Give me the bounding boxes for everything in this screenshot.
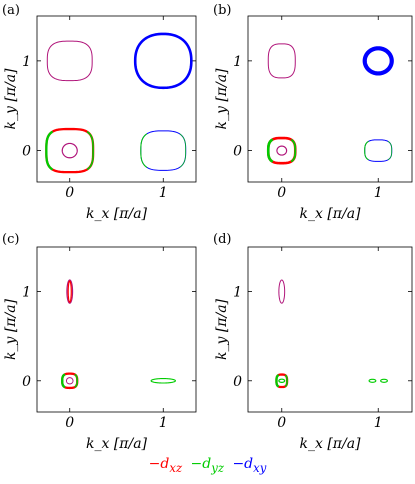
fermi-contour — [45, 127, 95, 174]
x-axis-label: k_x [π/a] — [86, 206, 148, 222]
fermi-contour — [267, 43, 296, 79]
y-axis-label: k_y [π/a] — [214, 298, 230, 360]
x-tick-label: 1 — [159, 415, 168, 431]
fermi-contour-segment — [61, 373, 66, 388]
y-axis-label: k_y [π/a] — [214, 68, 230, 130]
fermi-contour — [362, 46, 394, 76]
fermi-contour-segment — [86, 131, 94, 170]
fermi-contour-segment — [140, 133, 148, 168]
fermi-contour-segment — [266, 138, 274, 163]
fermi-contour — [368, 378, 377, 383]
plot-frame — [36, 246, 197, 413]
x-tick-label: 0 — [277, 185, 286, 201]
fermi-contour — [266, 136, 297, 165]
x-tick-label: 1 — [374, 185, 383, 201]
x-axis-label: k_x [π/a] — [86, 436, 148, 452]
x-axis-label: k_x [π/a] — [299, 206, 361, 222]
fermi-contour — [61, 142, 78, 159]
panel-d: (d) 0 0 1 1 k_x [π/a] k_y [π/a] — [213, 232, 413, 452]
fermi-contour-segment — [74, 373, 79, 388]
fermi-contour — [140, 130, 187, 171]
fermi-contour — [278, 378, 286, 383]
plot-frame — [247, 15, 413, 183]
y-tick-label: 0 — [233, 374, 242, 390]
panel-b: (b) 0 0 1 1 k_x [π/a] k_y [π/a] — [213, 3, 413, 222]
fermi-contour — [65, 377, 74, 385]
fermi-contour — [66, 279, 74, 304]
legend-item-dxz: −dxz — [148, 456, 183, 475]
panel-a: (a) 0 0 1 1 k_x [π/a] k_y [π/a] — [2, 3, 197, 222]
x-axis-label: k_x [π/a] — [299, 436, 361, 452]
panel-label: (a) — [2, 3, 20, 18]
panel-c: (c) 0 0 1 1 k_x [π/a] k_y [π/a] — [2, 232, 197, 452]
panel-label: (c) — [2, 232, 19, 247]
y-axis-label: k_y [π/a] — [3, 298, 19, 360]
x-tick-label: 1 — [374, 415, 383, 431]
y-tick-label: 1 — [22, 54, 31, 70]
x-tick-label: 0 — [65, 415, 74, 431]
x-tick-label: 1 — [159, 185, 168, 201]
legend: −dxz −dyz −dxy — [0, 456, 415, 475]
panel-label: (d) — [213, 232, 231, 247]
y-tick-label: 0 — [233, 144, 242, 160]
y-axis-label: k_y [π/a] — [3, 68, 19, 130]
fermi-contour — [364, 139, 393, 162]
fermi-contour — [133, 32, 193, 90]
fermi-contour — [380, 378, 388, 383]
plot-frame — [247, 246, 413, 413]
fermi-contour-inner — [67, 280, 72, 303]
fermi-contour-segment — [275, 374, 279, 388]
legend-item-dyz: −dyz — [190, 456, 224, 475]
fermi-contour-segment — [364, 141, 369, 161]
fermi-contour — [278, 279, 286, 304]
fermi-contour-segment — [290, 139, 297, 163]
fermi-contour — [150, 378, 176, 384]
fermi-contour — [46, 40, 93, 82]
x-tick-label: 0 — [277, 415, 286, 431]
fermi-contour-segment — [387, 141, 393, 160]
panel-label: (b) — [213, 3, 231, 18]
fermi-contour-segment — [179, 133, 187, 168]
fermi-contour-segment — [284, 374, 288, 387]
x-tick-label: 0 — [65, 185, 74, 201]
y-tick-label: 1 — [22, 285, 31, 301]
y-tick-label: 1 — [233, 54, 242, 70]
y-tick-label: 0 — [22, 374, 31, 390]
plot-frame — [36, 15, 197, 183]
fermi-contour — [276, 145, 288, 156]
y-tick-label: 1 — [233, 285, 242, 301]
legend-item-dxy: −dxy — [232, 456, 267, 475]
fermi-contour-segment — [45, 130, 53, 171]
y-tick-label: 0 — [22, 144, 31, 160]
